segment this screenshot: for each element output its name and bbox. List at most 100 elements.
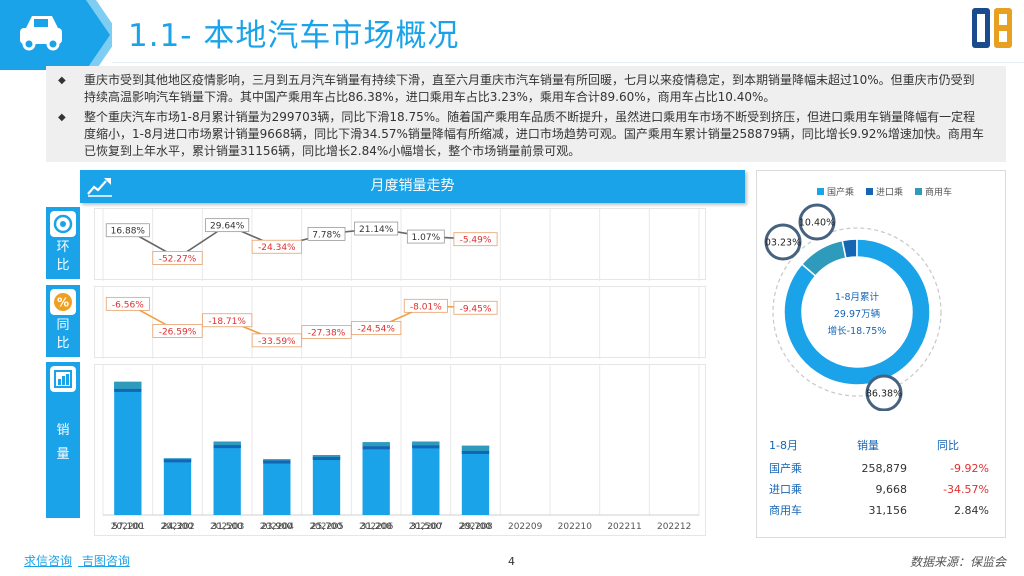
data-source: 数据来源：保监会 <box>909 555 1006 569</box>
legend-swatch <box>866 188 873 195</box>
data-label-box <box>202 313 253 328</box>
table-cell: 国产乘 <box>769 461 802 475</box>
x-tick-label: 202204 <box>260 522 295 532</box>
clock-icon <box>50 211 76 237</box>
data-label-box <box>205 218 250 233</box>
data-label-box <box>406 229 445 244</box>
data-label: -24.34% <box>258 243 296 253</box>
side-label-char: 环 <box>56 240 70 255</box>
side-label-sales: 销量 <box>46 362 80 518</box>
data-label: -27.38% <box>308 328 346 338</box>
table-header: 同比 <box>937 439 959 452</box>
data-label-box <box>307 226 346 241</box>
data-label: -8.01% <box>410 302 442 312</box>
bar <box>312 455 341 515</box>
table-cell: 9,668 <box>876 483 908 496</box>
footer-link[interactable]: 求信咨询 <box>24 554 73 568</box>
pie-label: 86.38% <box>866 389 902 400</box>
x-tick-label: 202212 <box>657 522 691 532</box>
summary-text: 重庆市受到其他地区疫情影响，三月到五月汽车销量有持续下滑，直至六月重庆市汽车销量… <box>84 73 975 104</box>
data-label-box <box>354 221 399 236</box>
bar-divider <box>213 445 241 449</box>
table-cell: 进口乘 <box>769 483 802 496</box>
bar-cap <box>362 442 390 448</box>
data-label: 7.78% <box>312 230 341 240</box>
yoy-chart-panel: -6.56% -26.59% -18.71% -33.59% -27.38% -24.54… <box>94 286 706 359</box>
side-label-char: 量 <box>56 447 70 462</box>
data-label-box <box>453 300 498 315</box>
x-tick-label: 202209 <box>508 522 543 532</box>
mom-line-chart: 16.88% -52.27% 29.64% -24.34% 7.78% 21.14% 1.0… <box>102 209 700 281</box>
x-tick-label: 202208 <box>458 522 493 532</box>
header-tab <box>0 0 112 70</box>
bar <box>163 458 192 515</box>
data-label-box <box>403 298 448 313</box>
bar-divider <box>263 460 291 464</box>
data-label: 29.64% <box>210 222 245 232</box>
bar-overlap-label: 23,900 <box>261 522 293 532</box>
summary-bullet: ◆ 整个重庆汽车市场1-8月累计销量为299703辆，同比下滑18.75%。随着… <box>58 109 986 160</box>
table-header: 1-8月 <box>769 439 798 452</box>
bar-overlap-label: 29,700 <box>460 522 492 532</box>
side-label-char: 比 <box>56 258 70 273</box>
bar-overlap-label: 57,100 <box>112 522 144 532</box>
bar-divider <box>163 459 192 463</box>
pie-label-bubble <box>798 203 836 241</box>
side-label-text: 环比 <box>46 239 80 275</box>
bar <box>114 381 142 515</box>
side-label-char: 比 <box>56 336 70 351</box>
svg-text:%: % <box>57 296 69 310</box>
table-cell: 258,879 <box>862 462 908 475</box>
legend-swatch <box>817 188 824 195</box>
car-icon <box>20 16 62 51</box>
bar-divider <box>362 446 390 450</box>
legend-label: 国产乘 <box>827 186 854 198</box>
bar-overlap-label: 25,700 <box>311 522 343 532</box>
side-label-char: 销 <box>56 423 70 438</box>
bar-overlap-label: 24,300 <box>162 522 194 532</box>
x-tick-label: 202203 <box>210 522 244 532</box>
chart-banner: 月度销量走势 <box>80 170 745 203</box>
yoy-line-chart: -6.56% -26.59% -18.71% -33.59% -27.38% -24.54… <box>102 287 700 359</box>
header-divider <box>112 62 1024 63</box>
bar-divider <box>114 388 142 392</box>
x-tick-label: 202201 <box>111 522 145 532</box>
data-label-box <box>251 333 302 348</box>
pie-label-bubble <box>764 223 802 261</box>
pie-label: 10.40% <box>799 218 835 229</box>
diamond-icon: ◆ <box>58 112 66 123</box>
footer-link[interactable]: 吉图咨询 <box>81 554 130 568</box>
bar-cap <box>312 455 341 459</box>
data-label-box <box>105 296 150 311</box>
bar <box>412 441 440 515</box>
outer-ring <box>772 227 942 397</box>
bar <box>263 459 291 515</box>
pie-label: 03.23% <box>765 238 801 249</box>
share-card: 国产乘 进口乘 商用车 1-8月累计 29.97万辆 增长-18.75% 86.38% 03.… <box>756 170 1006 538</box>
summary-bullet: ◆ 重庆市受到其他地区疫情影响，三月到五月汽车销量有持续下滑，直至六月重庆市汽车… <box>58 72 986 106</box>
bar-cap <box>461 445 490 453</box>
x-tick-label: 202210 <box>558 522 593 532</box>
data-label-box <box>152 323 203 338</box>
data-label: -18.71% <box>208 317 246 327</box>
bar-divider <box>412 445 440 449</box>
data-label: -26.59% <box>159 327 197 337</box>
bar-divider <box>461 450 490 454</box>
bar-cap <box>412 441 440 447</box>
sales-bar-chart: 57,100 24,300 31,500 23,900 25,700 31,200 31,5… <box>102 365 700 532</box>
center-label: 29.97万辆 <box>834 308 881 320</box>
side-label-char: 同 <box>56 318 70 333</box>
bar <box>461 445 490 515</box>
side-label-char: 环比 <box>46 239 80 275</box>
data-label: -24.54% <box>357 325 395 335</box>
table-cell: -9.92% <box>950 462 989 475</box>
data-label-box <box>351 321 402 336</box>
data-label: -52.27% <box>159 254 197 264</box>
diamond-icon: ◆ <box>58 75 66 86</box>
sales-chart-panel: 57,100 24,300 31,500 23,900 25,700 31,200 31,5… <box>94 364 706 536</box>
data-label-box <box>251 239 302 254</box>
data-label-box <box>152 251 203 265</box>
bar-overlap-label: 31,500 <box>410 522 442 532</box>
